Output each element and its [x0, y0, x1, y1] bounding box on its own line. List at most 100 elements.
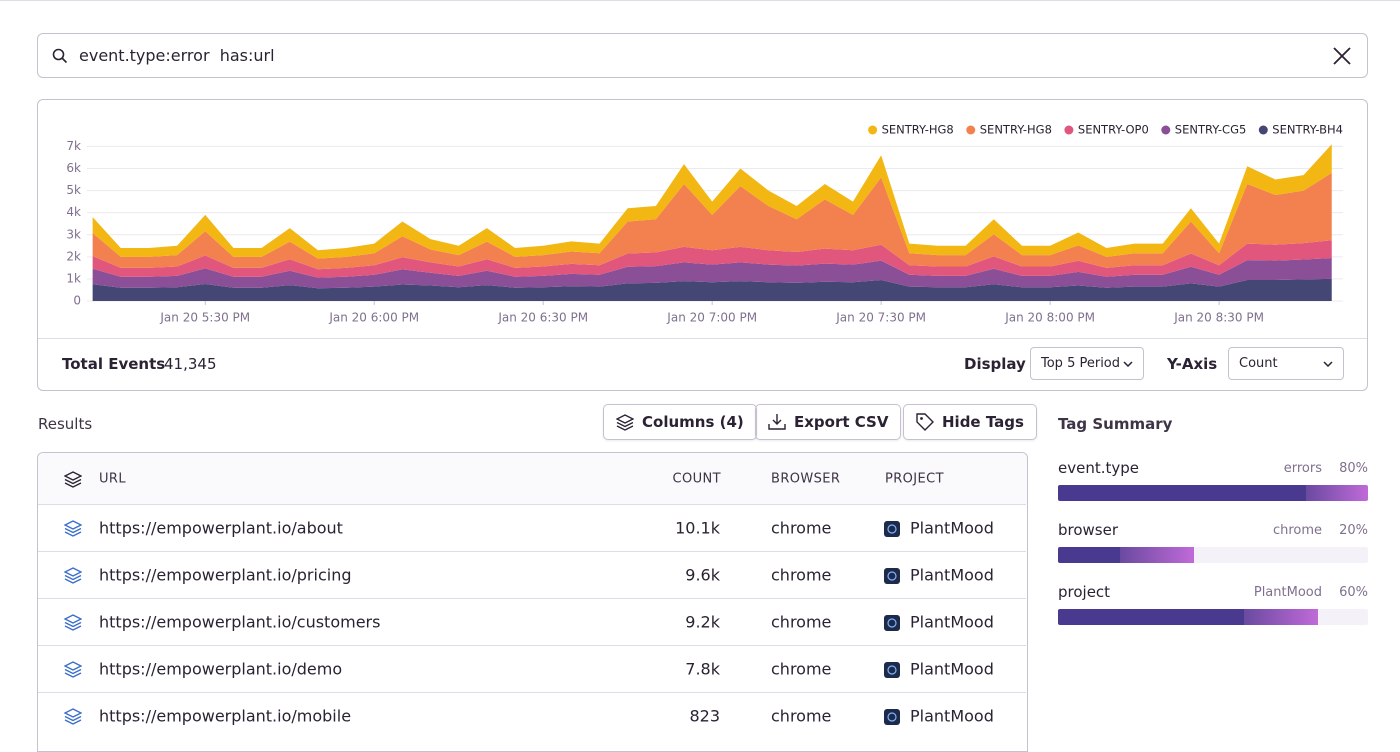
header-project: PROJECT	[885, 471, 944, 486]
legend-swatch	[868, 125, 878, 135]
icon-bg	[884, 709, 900, 725]
project-icon	[884, 662, 900, 678]
x-tick-label: Jan 20 6:30 PM	[497, 311, 588, 325]
browser: chrome	[771, 565, 832, 585]
display-select[interactable]: Top 5 Period	[1030, 347, 1144, 380]
tag-key: project	[1058, 583, 1111, 601]
browser: chrome	[771, 518, 832, 538]
tag-key: event.type	[1058, 459, 1139, 477]
header-url: URL	[99, 471, 126, 486]
icon-atom	[887, 712, 897, 722]
legend-swatch	[1161, 125, 1171, 135]
layers	[64, 567, 82, 584]
total-label: Total Events	[62, 355, 166, 373]
icon-bg	[884, 662, 900, 678]
tag-bar-track	[1058, 485, 1368, 501]
display-value: Top 5 Period	[1041, 356, 1121, 371]
row-icon	[64, 567, 82, 584]
url: https://empowerplant.io/mobile	[99, 706, 352, 726]
tag-key: browser	[1058, 521, 1119, 539]
tag-top-value: errors	[1283, 461, 1322, 476]
tag-summary: event.type errors 80% browser chrome 20% proje…	[1058, 455, 1368, 635]
legend-label: SENTRY-OP0	[1078, 123, 1149, 137]
y-tick-label: 5k	[66, 183, 81, 197]
area	[92, 172, 1332, 270]
yaxis-value: Count	[1239, 356, 1278, 371]
columns-button[interactable]: Columns (4)	[603, 404, 757, 440]
area	[92, 144, 1332, 259]
icon-bg	[884, 615, 900, 631]
tag-percent: 20%	[1339, 523, 1368, 538]
tag-top-value: chrome	[1272, 523, 1322, 538]
x-tick-label: Jan 20 5:30 PM	[159, 311, 250, 325]
project: PlantMood	[910, 659, 994, 679]
search-bar[interactable]: event.type:error has:url	[37, 33, 1368, 78]
x-tick-label: Jan 20 7:00 PM	[666, 311, 757, 325]
results-table: URL COUNT BROWSER PROJECT https://empowe…	[37, 452, 1028, 752]
count: 10.1k	[675, 518, 720, 538]
download-icon	[768, 414, 786, 430]
count: 7.8k	[685, 659, 720, 679]
tag-bar-rest	[1244, 609, 1319, 625]
count: 9.6k	[685, 565, 720, 585]
tag-bar	[1058, 485, 1306, 501]
x-tick-label: Jan 20 7:30 PM	[835, 311, 926, 325]
project-icon	[884, 709, 900, 725]
y-tick-label: 2k	[66, 249, 81, 263]
project-icon	[884, 615, 900, 631]
browser: chrome	[771, 612, 832, 632]
y-tick-label: 1k	[66, 271, 81, 285]
area	[92, 278, 1332, 301]
search-query: event.type:error has:url	[79, 46, 275, 65]
count: 823	[689, 706, 720, 726]
chart: 0 1k 2k 3k 4k 5k 6k 7k Jan 20 5:30 PM Jan 20 6:00…	[66, 123, 1343, 325]
export-button[interactable]: Export CSV	[755, 404, 902, 440]
layers	[64, 661, 82, 678]
tag-summary-title: Tag Summary	[1058, 415, 1173, 433]
button-label: Hide Tags	[942, 413, 1024, 431]
layers	[64, 708, 82, 725]
search-icon	[52, 48, 68, 64]
tag-bar	[1058, 609, 1244, 625]
icon-atom	[887, 524, 897, 534]
tag-bar-track	[1058, 547, 1368, 563]
layers-icon	[616, 414, 634, 431]
y-tick-label: 0	[73, 294, 81, 308]
tag-percent: 80%	[1339, 461, 1368, 476]
browser: chrome	[771, 706, 832, 726]
tag-bar-track	[1058, 609, 1368, 625]
hide-tags-button[interactable]: Hide Tags	[903, 404, 1037, 440]
area	[92, 257, 1332, 289]
y-tick-label: 7k	[66, 139, 81, 153]
project: PlantMood	[910, 565, 994, 585]
yaxis-select[interactable]: Count	[1228, 347, 1344, 380]
chart-panel: 0 1k 2k 3k 4k 5k 6k 7k Jan 20 5:30 PM Jan 20 6:00…	[37, 99, 1368, 391]
y-tick-label: 6k	[66, 161, 81, 175]
table-row: https://empowerplant.io/customers 9.2k chr…	[38, 598, 1026, 645]
icon-bg	[884, 568, 900, 584]
button-label: Columns (4)	[642, 413, 744, 431]
legend-swatch	[1258, 125, 1268, 135]
row-icon	[64, 614, 82, 631]
y-tick-label: 4k	[66, 205, 81, 219]
table-row: https://empowerplant.io/demo 7.8k chrome Pl…	[38, 645, 1026, 692]
row-icon	[64, 661, 82, 678]
chevron	[1323, 360, 1333, 367]
tag-percent: 60%	[1339, 585, 1368, 600]
url: https://empowerplant.io/about	[99, 518, 343, 538]
legend-label: SENTRY-CG5	[1175, 123, 1247, 137]
tag-top-value: PlantMood	[1253, 585, 1322, 600]
tag-bar	[1058, 547, 1120, 563]
chevron	[1123, 360, 1133, 367]
header-browser: BROWSER	[771, 471, 841, 486]
top-border	[0, 0, 1400, 1]
clear-button[interactable]	[1333, 47, 1351, 65]
legend-label: SENTRY-HG8	[882, 123, 954, 137]
icon-atom	[887, 665, 897, 675]
area	[92, 240, 1332, 278]
header-count: COUNT	[672, 471, 721, 486]
x-tick-label: Jan 20 8:00 PM	[1004, 311, 1095, 325]
layers	[64, 520, 82, 537]
layers	[64, 614, 82, 631]
